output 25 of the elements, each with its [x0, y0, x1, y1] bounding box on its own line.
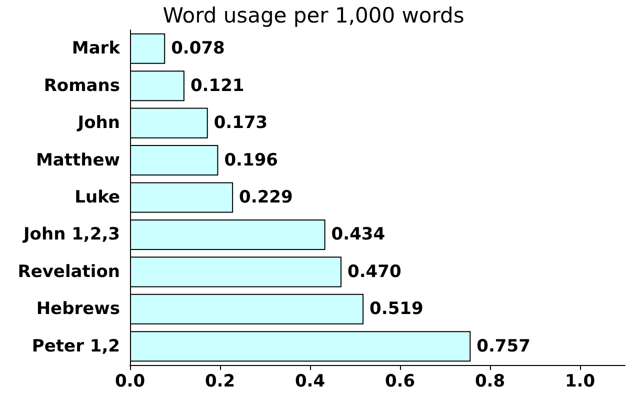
- x-tick-label: 0.8: [474, 372, 506, 392]
- data-label: 0.229: [239, 188, 293, 208]
- y-tick-label: John: [76, 113, 120, 134]
- x-tick-label: 0.0: [114, 372, 146, 392]
- y-tick-label: Mark: [72, 38, 121, 59]
- y-tick-label: Matthew: [36, 150, 120, 170]
- y-tick-label: John 1,2,3: [22, 224, 120, 245]
- x-tick-label: 1.0: [564, 372, 596, 392]
- chart-title: Word usage per 1,000 words: [162, 4, 464, 28]
- data-label: 0.519: [370, 299, 424, 320]
- x-tick-label: 0.6: [384, 372, 416, 392]
- data-label: 0.196: [224, 150, 278, 170]
- y-tick-label: Hebrews: [36, 299, 120, 320]
- data-label: 0.173: [214, 113, 268, 134]
- data-label: 0.121: [190, 76, 244, 96]
- x-tick-label: 0.4: [294, 372, 326, 392]
- data-label: 0.757: [476, 336, 530, 356]
- y-tick-label: Peter 1,2: [32, 336, 120, 356]
- data-label: 0.470: [348, 262, 402, 282]
- y-tick-label: Romans: [44, 76, 120, 96]
- data-label: 0.078: [171, 38, 225, 59]
- x-tick-label: 0.2: [204, 372, 236, 392]
- data-label: 0.434: [331, 224, 386, 245]
- y-tick-label: Revelation: [18, 262, 120, 282]
- y-tick-label: Luke: [74, 188, 120, 208]
